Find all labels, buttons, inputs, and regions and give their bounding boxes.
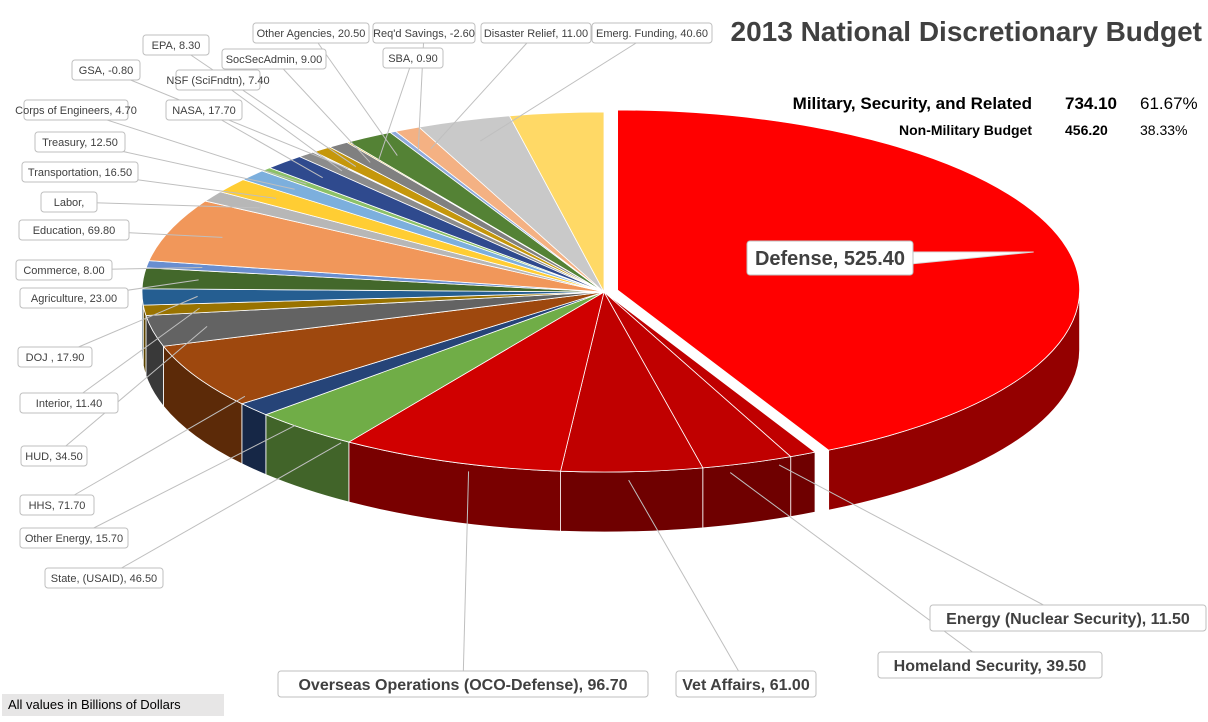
leader-line [462, 471, 470, 685]
data-label-box [19, 392, 119, 414]
summary-value: 456.20 [1065, 122, 1108, 138]
data-label-box [675, 670, 817, 698]
leader-line [103, 442, 342, 579]
leader-line [75, 109, 307, 185]
pie-slice [508, 111, 605, 293]
data-label-box [591, 22, 713, 44]
data-label: Overseas Operations (OCO-Defense), 96.70 [298, 677, 627, 694]
data-label-box [480, 22, 592, 44]
data-label: Energy (Nuclear Security), 11.50 [946, 611, 1190, 628]
data-label: SocSecAdmin, 9.00 [226, 54, 323, 66]
leader-line [68, 201, 260, 209]
leader-line [430, 32, 537, 150]
summary-percent: 38.33% [1140, 122, 1188, 138]
data-label-box [23, 99, 129, 121]
data-label-box [17, 346, 93, 368]
summary-label: Non-Military Budget [899, 122, 1032, 138]
pie-slice [148, 200, 605, 293]
data-label: EPA, 8.30 [152, 40, 201, 52]
data-label-box [221, 48, 327, 70]
summary-label: Military, Security, and Related [792, 94, 1032, 113]
data-label: Other Energy, 15.70 [25, 533, 123, 545]
data-label-box [877, 651, 1103, 679]
chart-title: 2013 National Discretionary Budget [730, 16, 1202, 47]
data-label: State, (USAID), 46.50 [51, 573, 157, 585]
data-label: Vet Affairs, 61.00 [682, 677, 810, 694]
data-label: Agriculture, 23.00 [31, 293, 117, 305]
data-label-box [15, 259, 113, 281]
data-label: Corps of Engineers, 4.70 [15, 105, 137, 117]
leader-line [175, 44, 357, 167]
pie-slice-side [790, 451, 816, 518]
data-label: NSF (SciFndtn), 7.40 [166, 75, 269, 87]
data-label-box [277, 670, 649, 698]
leader-line [56, 395, 246, 506]
leader-line [778, 464, 1069, 619]
data-label: Commerce, 8.00 [23, 265, 104, 277]
data-label: Labor, [54, 197, 85, 209]
summary-value: 734.10 [1065, 94, 1117, 113]
leader-line [729, 472, 991, 666]
leader-line [73, 424, 296, 539]
data-label-box [165, 99, 243, 121]
data-label-box [372, 22, 476, 44]
data-label-box [142, 34, 210, 56]
data-label-box [19, 287, 129, 309]
leader-line [217, 79, 343, 172]
summary-row-nonmilitary: Non-Military Budget 456.20 38.33% [780, 122, 1200, 142]
data-label: DOJ , 17.90 [26, 352, 85, 364]
data-label-box [40, 191, 98, 213]
data-label: HUD, 34.50 [25, 451, 82, 463]
pie-slice-side [142, 305, 147, 376]
pie-slice-side [241, 403, 267, 476]
data-label-box [746, 240, 914, 276]
data-label: Req'd Savings, -2.60 [373, 28, 475, 40]
footnote: All values in Billions of Dollars [2, 694, 224, 716]
data-label-box [21, 161, 139, 183]
data-label-box [929, 604, 1207, 632]
data-label-box [19, 494, 95, 516]
leader-line [53, 325, 208, 457]
data-label: Education, 69.80 [33, 225, 116, 237]
data-label-box [71, 59, 141, 81]
data-label-box [44, 567, 164, 589]
summary-percent: 61.67% [1140, 94, 1198, 113]
leader-line [203, 109, 323, 179]
data-label-box [252, 22, 370, 44]
leader-line [68, 307, 200, 404]
data-label: Homeland Security, 39.50 [894, 658, 1087, 675]
data-label-box [19, 527, 129, 549]
pie-slice-side [560, 467, 704, 533]
data-label: Defense, 525.40 [755, 248, 905, 270]
data-label: Interior, 11.40 [36, 398, 102, 410]
leader-line [378, 57, 414, 161]
data-label: Transportation, 16.50 [28, 167, 132, 179]
pie-slice [162, 291, 605, 405]
data-label-box [20, 445, 88, 467]
data-label: Disaster Relief, 11.00 [484, 28, 588, 40]
pie-slice [617, 109, 1080, 451]
data-label-box [382, 47, 444, 69]
data-label-box [34, 131, 126, 153]
data-label-box [18, 219, 130, 241]
leader-line [628, 479, 747, 685]
data-label: Emerg. Funding, 40.60 [596, 28, 708, 40]
data-label-box [175, 69, 261, 91]
data-label: Treasury, 12.50 [42, 137, 118, 149]
leader-line [480, 32, 653, 142]
pie-slice [347, 291, 605, 472]
pie-slice-side [702, 456, 792, 529]
data-label: GSA, -0.80 [79, 65, 133, 77]
data-label: HHS, 71.70 [29, 500, 86, 512]
data-label: NASA, 17.70 [172, 105, 236, 117]
data-label: Other Agencies, 20.50 [257, 28, 366, 40]
leader-line [273, 58, 371, 163]
summary-row-military: Military, Security, and Related 734.10 6… [780, 94, 1200, 118]
data-label: SBA, 0.90 [388, 53, 438, 65]
